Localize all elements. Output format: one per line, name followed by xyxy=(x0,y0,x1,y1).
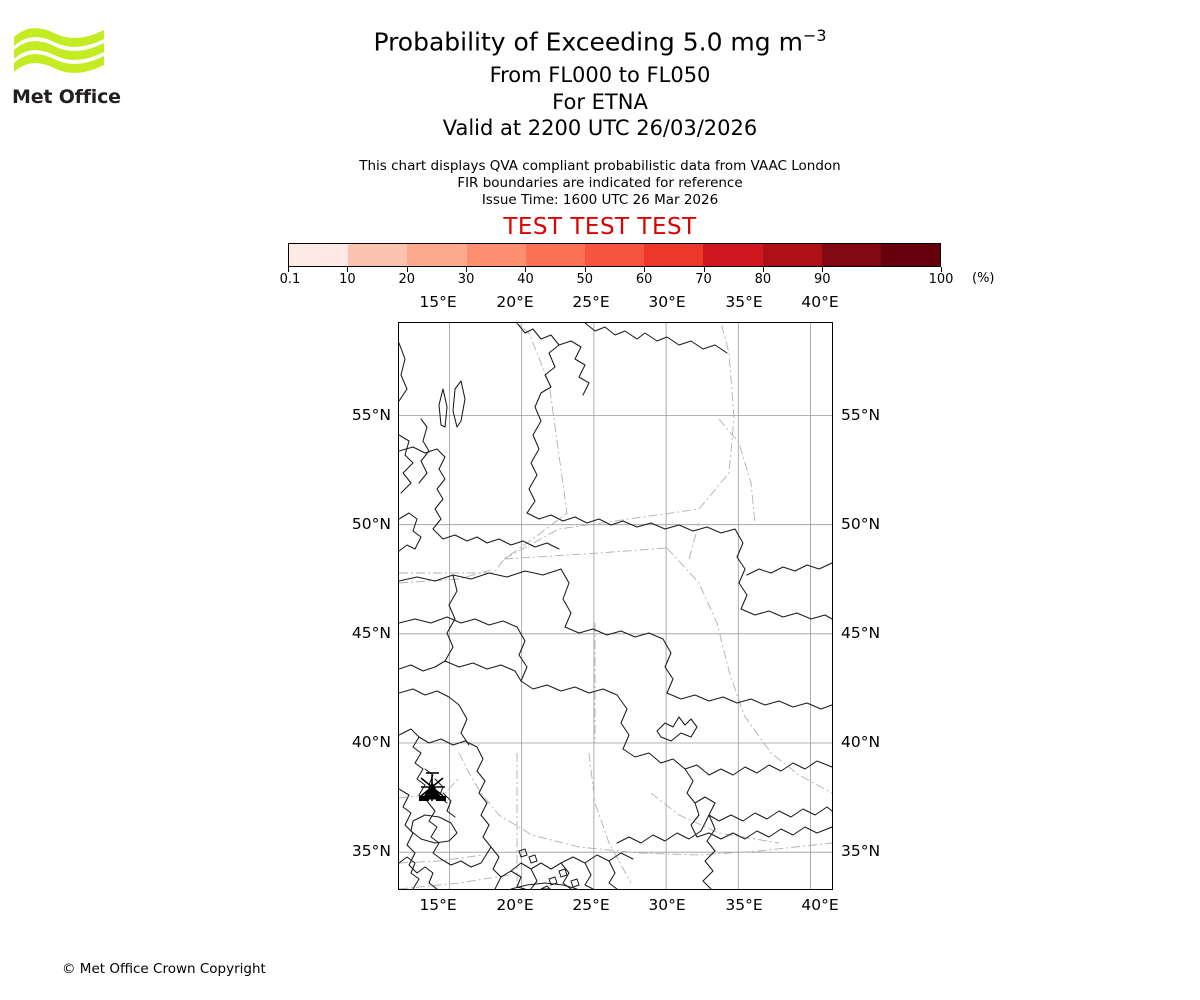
lat-label-left-4: 55°N xyxy=(351,406,391,424)
colorbar-label-10: 100 xyxy=(928,272,954,287)
colorbar-tick-8 xyxy=(762,267,764,272)
colorbar-label-7: 70 xyxy=(695,272,712,287)
lat-label-right-4: 55°N xyxy=(841,406,881,424)
lon-label-top-3: 30°E xyxy=(648,293,686,311)
colorbar-segment-10 xyxy=(880,244,941,266)
lat-label-right-1: 40°N xyxy=(841,733,881,751)
lon-label-top-0: 15°E xyxy=(419,293,457,311)
lon-label-bottom-2: 25°E xyxy=(572,896,610,914)
colorbar-tick-0 xyxy=(288,267,289,272)
map-canvas xyxy=(399,323,832,889)
coastlines-and-borders xyxy=(399,323,832,889)
test-banner: TEST TEST TEST xyxy=(503,214,697,240)
flight-level-subtitle: From FL000 to FL050 xyxy=(489,63,711,87)
lat-label-left-3: 50°N xyxy=(351,515,391,533)
colorbar-label-8: 80 xyxy=(754,272,772,287)
lon-label-bottom-0: 15°E xyxy=(419,896,457,914)
colorbar-label-3: 30 xyxy=(457,272,475,287)
colorbar-segment-9 xyxy=(821,244,881,266)
valid-time-subtitle: Valid at 2200 UTC 26/03/2026 xyxy=(442,116,758,140)
colorbar-segment-0 xyxy=(289,244,349,266)
colorbar-segment-5 xyxy=(584,244,645,266)
lon-label-bottom-5: 40°E xyxy=(801,896,839,914)
colorbar-tick-3 xyxy=(466,267,468,272)
met-office-wordmark: Met Office xyxy=(12,86,121,108)
map-panel[interactable] xyxy=(398,322,833,890)
chart-title: Probability of Exceeding 5.0 mg m−3 xyxy=(0,26,1200,56)
lat-label-left-0: 35°N xyxy=(351,842,391,860)
colorbar-tick-4 xyxy=(525,267,527,272)
colorbar-strip xyxy=(288,243,941,267)
colorbar-segment-7 xyxy=(703,244,763,266)
met-office-logo: Met Office xyxy=(12,24,122,114)
volcano-marker-etna xyxy=(419,772,446,801)
lat-label-left-2: 45°N xyxy=(351,624,391,642)
fir-boundaries xyxy=(399,323,832,889)
colorbar-label-5: 50 xyxy=(576,272,594,287)
colorbar-label-0: 0.1 xyxy=(279,272,301,287)
colorbar-label-9: 90 xyxy=(813,272,831,287)
islands xyxy=(510,848,580,889)
colorbar-tick-6 xyxy=(644,267,646,272)
colorbar-segment-2 xyxy=(407,244,467,266)
lon-label-top-1: 20°E xyxy=(496,293,534,311)
lat-label-right-2: 45°N xyxy=(841,624,881,642)
colorbar-label-4: 40 xyxy=(517,272,534,287)
colorbar-segment-3 xyxy=(466,244,526,266)
colorbar-tick-9 xyxy=(822,267,824,272)
chart-title-text: Probability of Exceeding 5.0 mg m xyxy=(373,27,803,57)
colorbar-label-2: 20 xyxy=(398,272,415,287)
qva-note: This chart displays QVA compliant probab… xyxy=(359,158,841,174)
met-office-waves-icon xyxy=(14,28,104,73)
colorbar-tick-10 xyxy=(941,267,942,272)
colorbar-tick-5 xyxy=(584,267,586,272)
colorbar-segment-6 xyxy=(644,244,704,266)
probability-colorbar: 0.1 10 20 30 40 50 60 70 80 90 100 xyxy=(280,243,953,287)
lon-label-top-4: 35°E xyxy=(725,293,763,311)
lon-label-top-5: 40°E xyxy=(801,293,839,311)
lon-label-bottom-3: 30°E xyxy=(648,896,686,914)
colorbar-units-label: (%) xyxy=(972,271,995,286)
colorbar-segment-8 xyxy=(762,244,822,266)
colorbar-tick-1 xyxy=(347,267,349,272)
map-graticule xyxy=(399,323,832,889)
colorbar-label-6: 60 xyxy=(635,272,653,287)
lon-label-bottom-1: 20°E xyxy=(496,896,534,914)
lon-label-top-2: 25°E xyxy=(572,293,610,311)
fir-note: FIR boundaries are indicated for referen… xyxy=(457,175,743,191)
volcano-subtitle: For ETNA xyxy=(552,90,648,114)
chart-title-exponent: −3 xyxy=(802,26,827,45)
lat-label-right-3: 50°N xyxy=(841,515,881,533)
colorbar-tick-7 xyxy=(703,267,705,272)
lon-label-bottom-4: 35°E xyxy=(725,896,763,914)
lat-label-left-1: 40°N xyxy=(351,733,391,751)
issue-time-note: Issue Time: 1600 UTC 26 Mar 2026 xyxy=(481,192,719,208)
colorbar-tick-2 xyxy=(406,267,408,272)
colorbar-label-1: 10 xyxy=(339,272,356,287)
copyright-notice: © Met Office Crown Copyright xyxy=(62,961,266,977)
lat-label-right-0: 35°N xyxy=(841,842,881,860)
colorbar-segment-1 xyxy=(348,244,408,266)
colorbar-segment-4 xyxy=(525,244,585,266)
